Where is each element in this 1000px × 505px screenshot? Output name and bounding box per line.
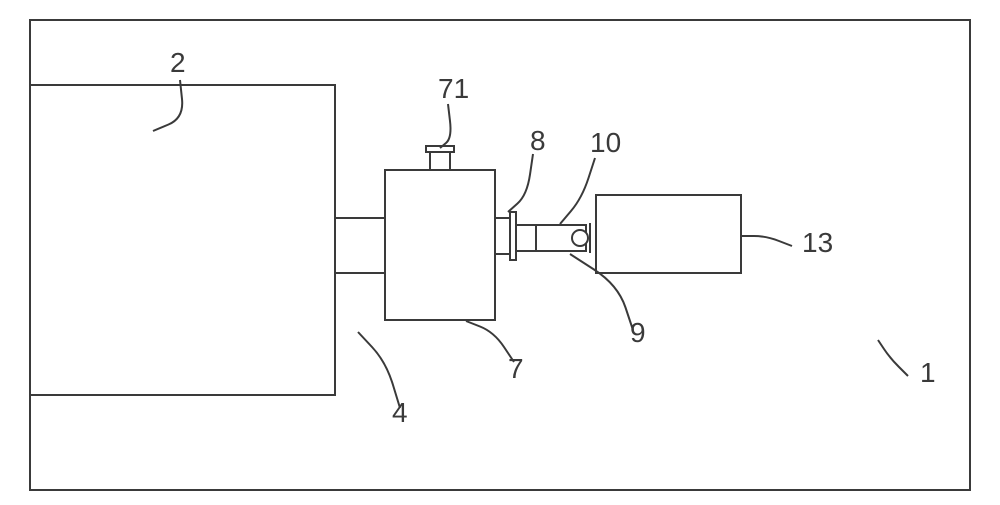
label-2: 2 <box>170 47 186 78</box>
label-1: 1 <box>920 357 936 388</box>
diagram-canvas: 2 71 8 10 13 1 9 7 4 <box>0 0 1000 505</box>
label-9: 9 <box>630 317 646 348</box>
block-7 <box>385 170 495 320</box>
label-7: 7 <box>508 353 524 384</box>
port-8-body <box>495 218 510 254</box>
block-2 <box>30 85 335 395</box>
label-10: 10 <box>590 127 621 158</box>
label-4: 4 <box>392 397 408 428</box>
label-8: 8 <box>530 125 546 156</box>
nub-71-stem <box>430 152 450 170</box>
pin-9 <box>572 230 588 246</box>
label-71: 71 <box>438 73 469 104</box>
label-13: 13 <box>802 227 833 258</box>
block-13 <box>596 195 741 273</box>
